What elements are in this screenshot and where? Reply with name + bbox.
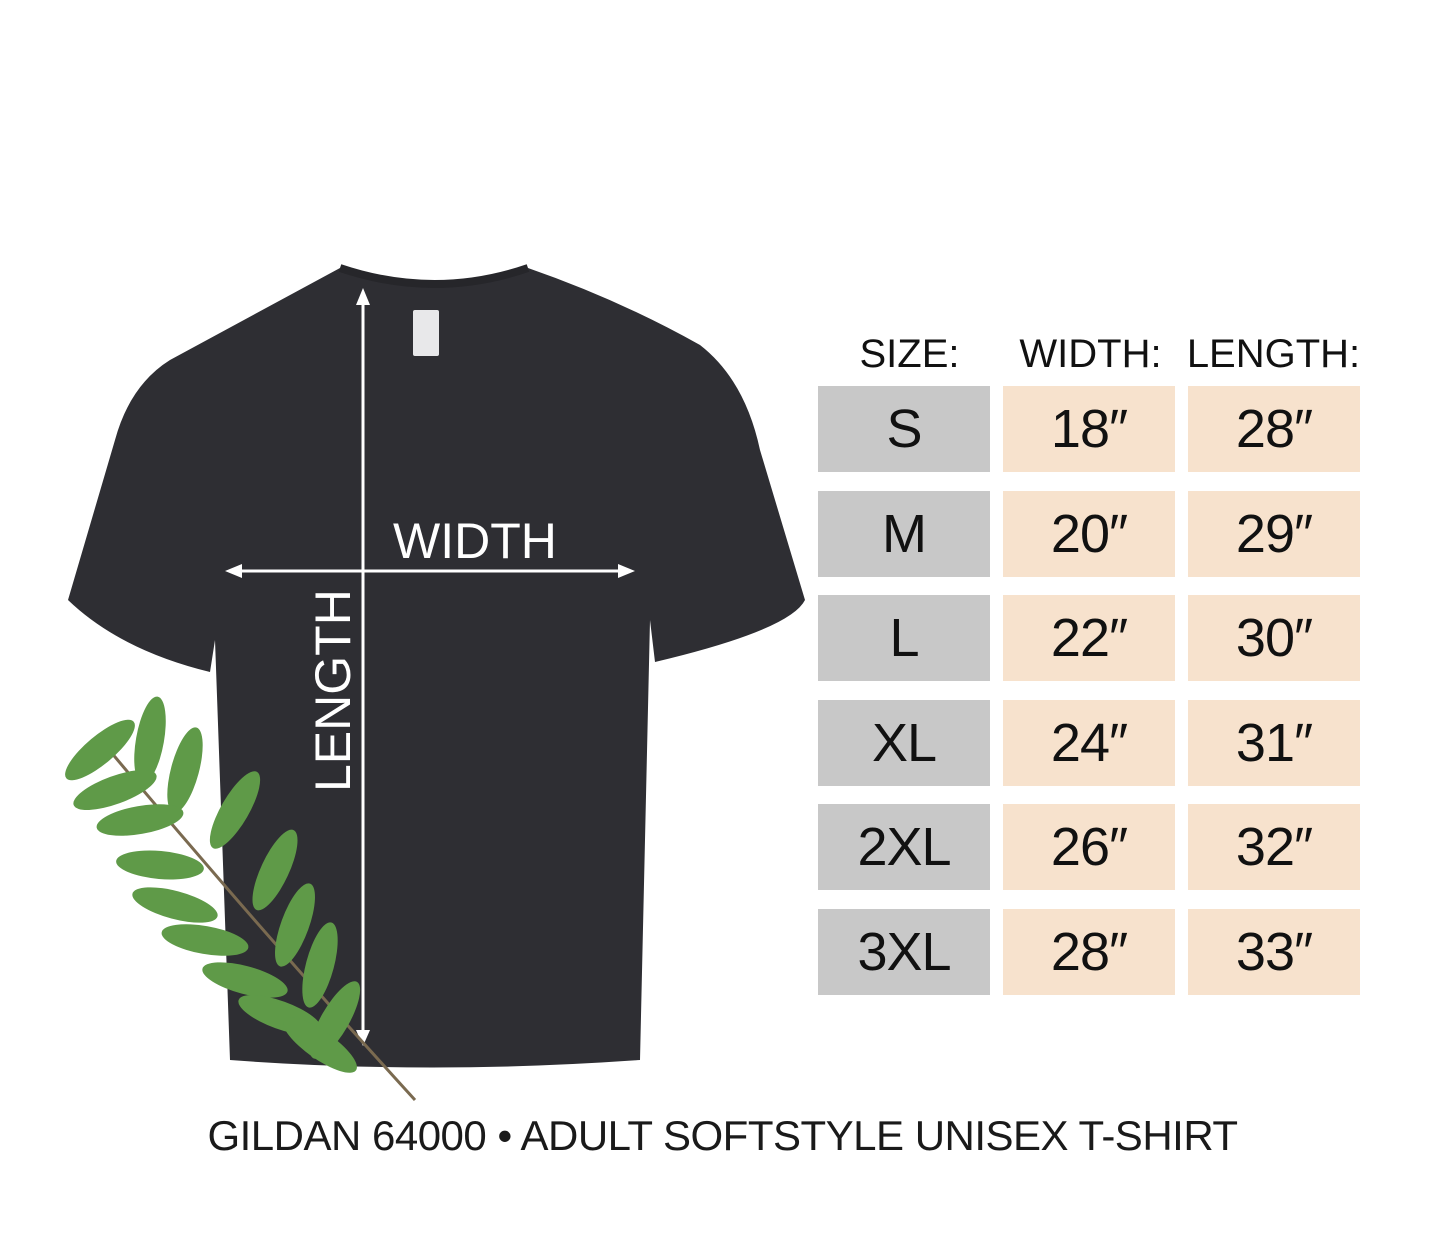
leaf — [96, 804, 184, 836]
product-caption: GILDAN 64000 • ADULT SOFTSTYLE UNISEX T-… — [207, 1112, 1238, 1159]
cell-size: XL — [818, 699, 990, 786]
collar — [338, 264, 530, 288]
length-label: LENGTH — [305, 589, 361, 792]
width-arrow — [225, 564, 635, 578]
cell-size: L — [818, 595, 990, 682]
cell-length: 29″ — [1188, 490, 1360, 577]
leaf — [275, 883, 315, 967]
neck-label — [413, 310, 439, 356]
length-arrow — [356, 288, 370, 1046]
cell-size: S — [818, 386, 990, 472]
cell-length: 31″ — [1188, 699, 1360, 786]
cell-size: 2XL — [818, 804, 990, 891]
cell-length: 32″ — [1188, 804, 1360, 891]
leaf — [132, 887, 218, 923]
leaf — [161, 924, 249, 956]
cell-width: 18″ — [1003, 386, 1175, 472]
cell-size: 3XL — [818, 909, 990, 995]
leaf — [167, 727, 203, 813]
cell-width: 22″ — [1003, 595, 1175, 682]
cell-length: 30″ — [1188, 595, 1360, 682]
header-size: SIZE: — [859, 332, 960, 376]
leaf-branch — [65, 696, 417, 1102]
cell-width: 26″ — [1003, 804, 1175, 891]
leaf — [202, 962, 288, 998]
cell-size: M — [818, 490, 990, 577]
cell-width: 20″ — [1003, 490, 1175, 577]
tshirt-shape — [68, 268, 805, 1068]
header-length: LENGTH: — [1186, 332, 1361, 376]
leaf — [134, 696, 166, 784]
leaf — [252, 829, 298, 911]
header-width: WIDTH: — [1019, 332, 1162, 376]
cell-length: 28″ — [1188, 386, 1360, 472]
leaf — [302, 922, 338, 1008]
cell-width: 24″ — [1003, 699, 1175, 786]
leaf — [209, 771, 261, 849]
width-label: WIDTH — [393, 513, 557, 569]
leaf — [73, 770, 157, 810]
leaf — [116, 850, 204, 880]
cell-width: 28″ — [1003, 909, 1175, 995]
leaf — [283, 1017, 357, 1073]
leaf — [65, 719, 135, 781]
cell-length: 33″ — [1188, 909, 1360, 995]
